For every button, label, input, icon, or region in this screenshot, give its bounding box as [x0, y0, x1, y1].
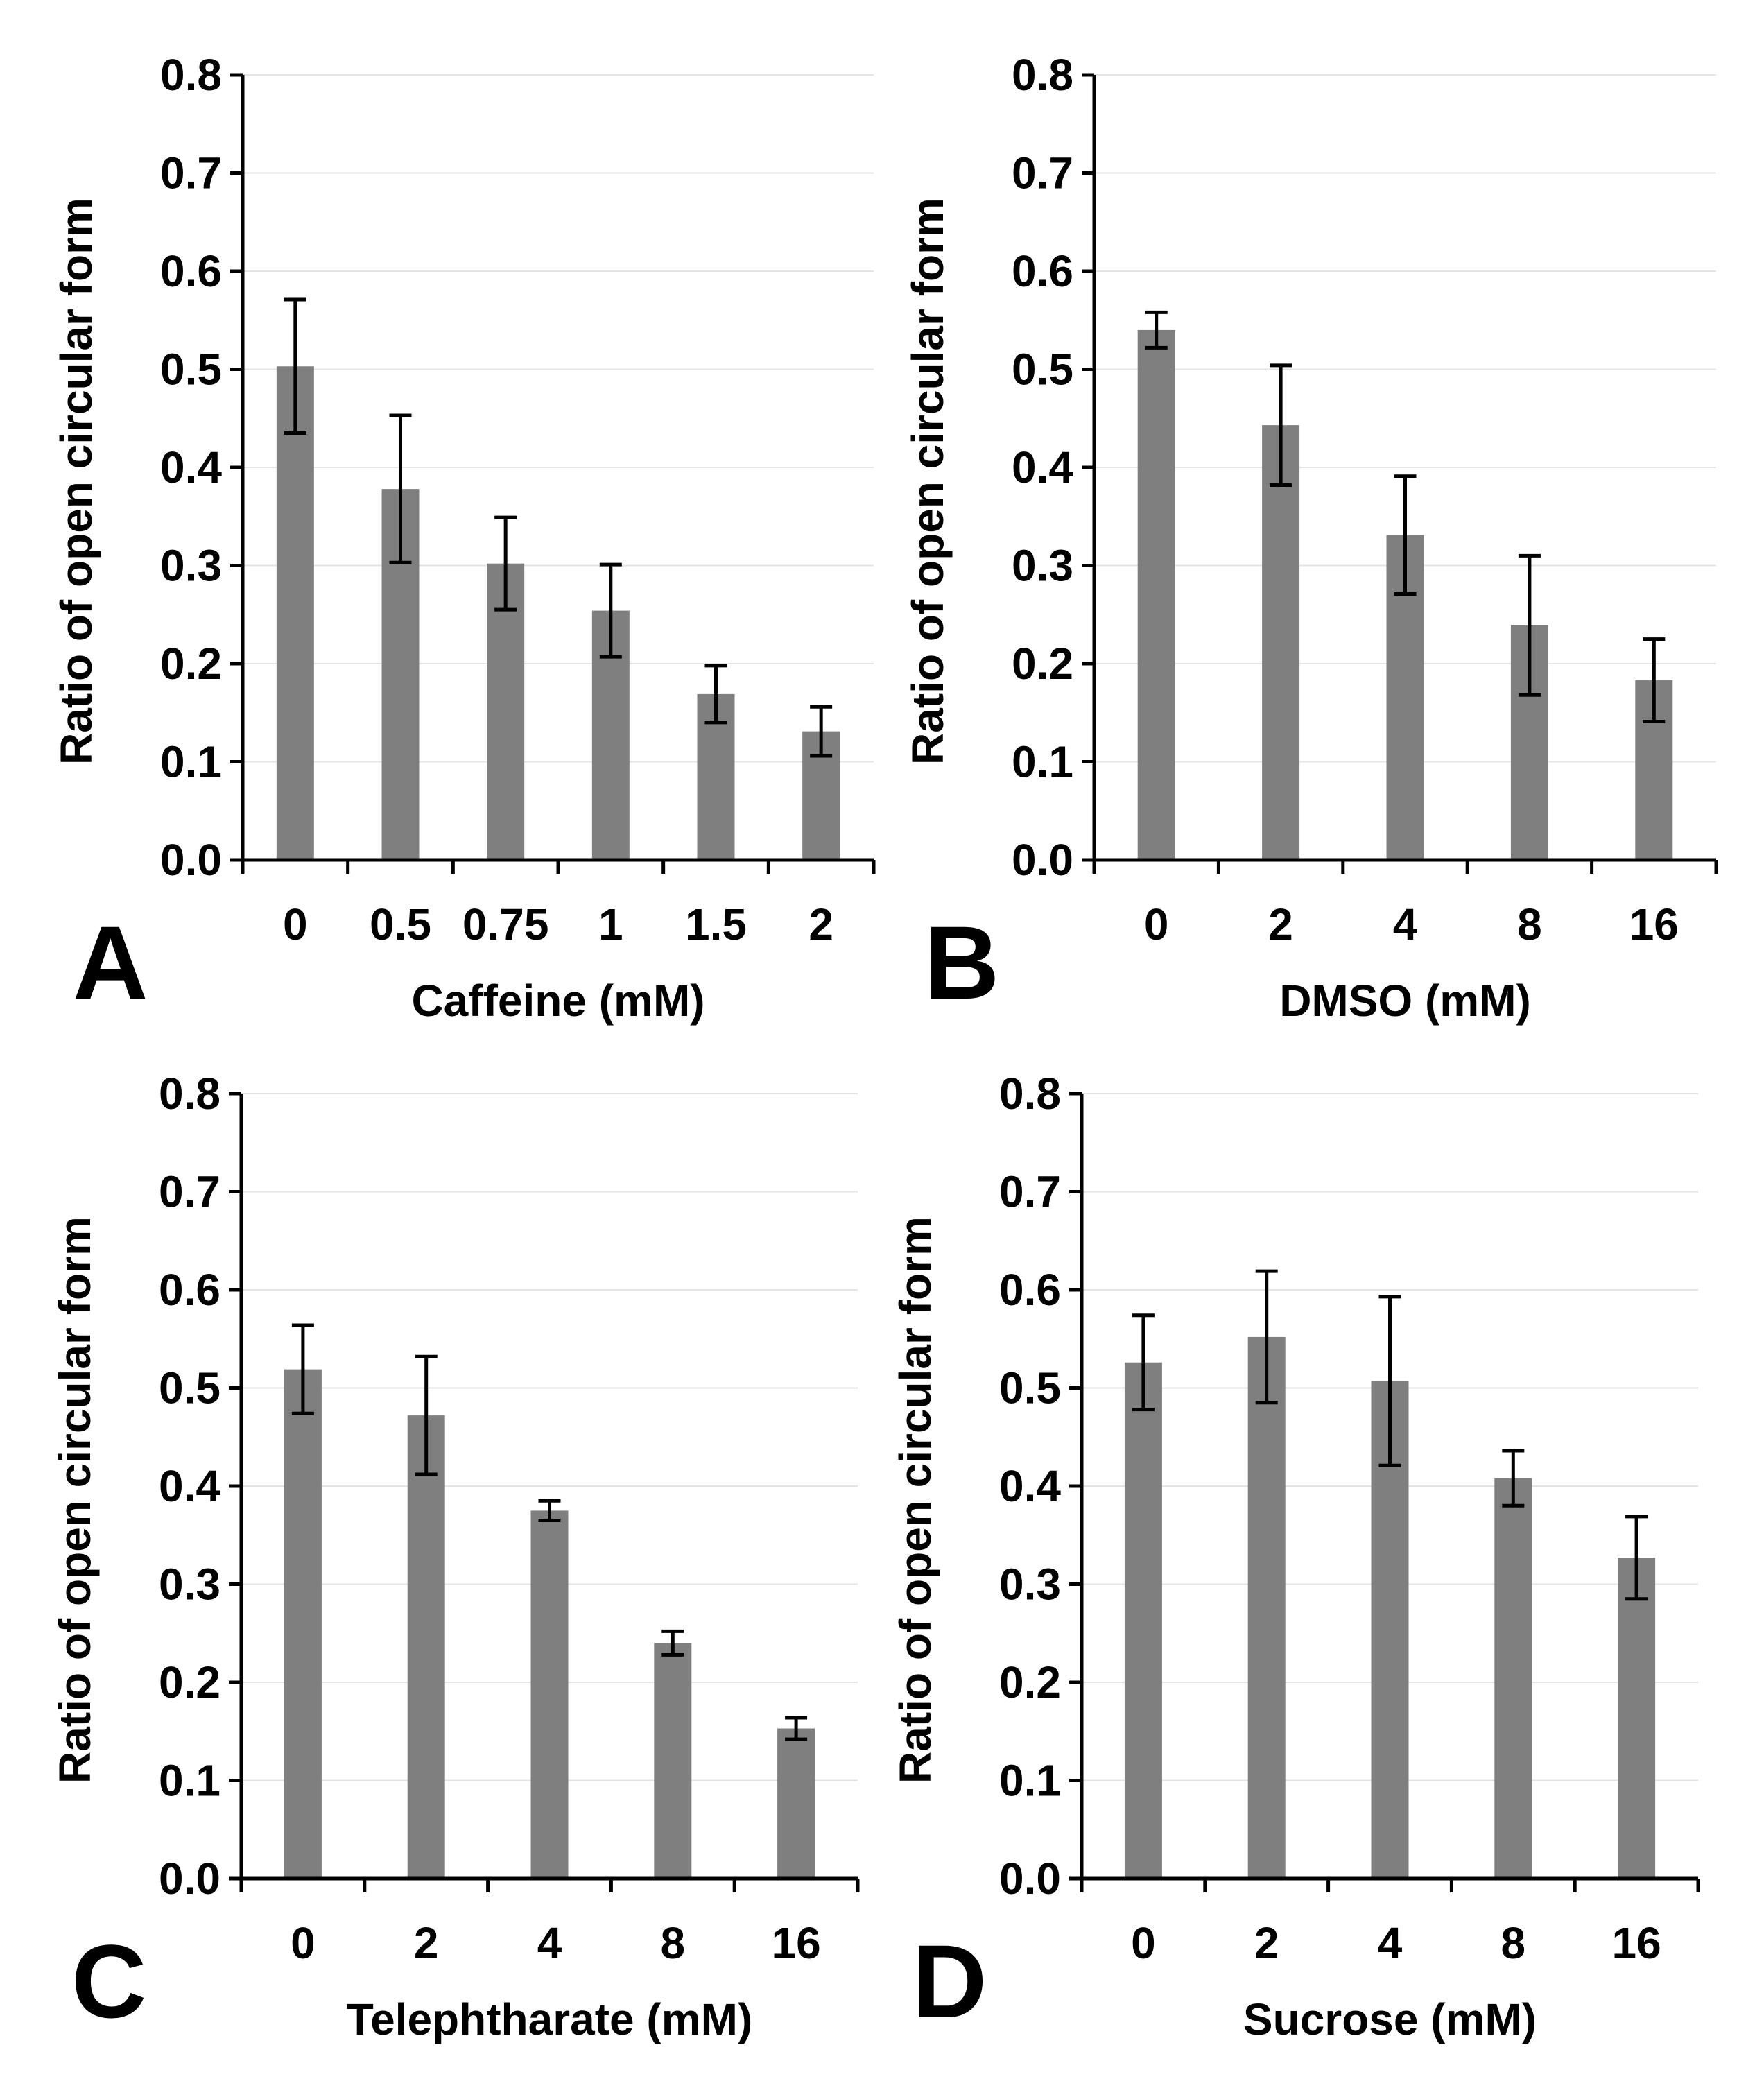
bar	[530, 1510, 569, 1879]
bar	[1137, 329, 1175, 860]
y-tick-label: 0.6	[1012, 246, 1073, 296]
y-tick-label: 0.6	[159, 1265, 220, 1315]
x-tick-label: 2	[1254, 1918, 1279, 1968]
bar	[1124, 1362, 1162, 1879]
y-tick-label: 0.3	[159, 1560, 220, 1610]
x-tick-label: 0	[291, 1918, 315, 1968]
y-tick-label: 0.7	[159, 1167, 220, 1217]
y-tick-label: 0.5	[159, 1363, 220, 1413]
y-tick-label: 0.5	[160, 345, 222, 395]
y-tick-label: 0.8	[159, 1069, 220, 1119]
bar	[276, 366, 314, 860]
panel-label: B	[924, 904, 999, 1021]
x-tick-label: 0	[283, 899, 308, 949]
bar	[1247, 1336, 1286, 1879]
y-tick-label: 0.1	[1012, 737, 1073, 787]
y-tick-label: 0.7	[1012, 148, 1073, 198]
y-tick-label: 0.4	[160, 442, 222, 492]
bar	[407, 1415, 445, 1879]
bar	[487, 563, 525, 860]
bar	[1618, 1558, 1656, 1879]
y-tick-label: 0.2	[999, 1657, 1061, 1707]
x-axis-title: Telephtharate (mM)	[347, 1994, 753, 2044]
y-tick-label: 0.1	[999, 1756, 1061, 1806]
y-tick-label: 0.2	[1012, 639, 1073, 689]
x-tick-label: 16	[772, 1918, 821, 1968]
x-tick-label: 4	[1393, 899, 1418, 949]
y-tick-label: 0.0	[159, 1854, 220, 1904]
chart-panel-c: 0.0 0.1 0.2 0.3 0.4 0.5 0.6 0.7 0.8 0 2 4 8 16 Telepht…	[50, 1069, 860, 2044]
x-tick-label: 16	[1612, 1918, 1661, 1968]
y-tick-label: 0.7	[999, 1167, 1061, 1217]
y-axis-title: Ratio of open circular form	[890, 1216, 940, 1784]
x-tick-label: 0.75	[462, 899, 549, 949]
panel-label: D	[912, 1923, 987, 2039]
y-tick-label: 0.6	[160, 246, 222, 296]
panel-label: C	[71, 1923, 146, 2039]
y-axis-title: Ratio of open circular form	[51, 198, 101, 765]
y-tick-label: 0.3	[999, 1560, 1061, 1610]
y-tick-label: 0.8	[999, 1069, 1061, 1119]
x-tick-label: 8	[661, 1918, 686, 1968]
y-tick-label: 0.2	[159, 1657, 220, 1707]
chart-panel-b: 0.0 0.1 0.2 0.3 0.4 0.5 0.6 0.7 0.8 0 2 4 8 16 DMSO (m…	[903, 50, 1718, 1026]
y-axis-title: Ratio of open circular form	[50, 1216, 100, 1784]
y-axis-title: Ratio of open circular form	[903, 198, 953, 765]
x-tick-label: 2	[1268, 899, 1293, 949]
x-tick-label: 8	[1501, 1918, 1526, 1968]
y-tick-label: 0.6	[999, 1265, 1061, 1315]
y-tick-label: 0.0	[999, 1854, 1061, 1904]
x-axis-title: Caffeine (mM)	[411, 976, 704, 1026]
bar	[284, 1369, 322, 1879]
y-tick-label: 0.0	[1012, 835, 1073, 885]
x-tick-label: 0	[1131, 1918, 1156, 1968]
x-tick-label: 2	[808, 899, 833, 949]
x-tick-label: 2	[414, 1918, 439, 1968]
y-tick-label: 0.4	[999, 1461, 1061, 1511]
y-tick-label: 0.7	[160, 148, 222, 198]
x-tick-label: 1	[598, 899, 623, 949]
y-tick-label: 0.2	[160, 639, 222, 689]
bar	[654, 1643, 692, 1879]
x-tick-label: 1.5	[685, 899, 747, 949]
y-tick-label: 0.0	[160, 835, 222, 885]
y-tick-label: 0.8	[160, 50, 222, 100]
x-tick-label: 16	[1629, 899, 1679, 949]
y-tick-label: 0.4	[159, 1461, 220, 1511]
bar	[777, 1728, 815, 1879]
y-tick-label: 0.1	[160, 737, 222, 787]
y-tick-label: 0.3	[1012, 541, 1073, 591]
x-tick-label: 8	[1517, 899, 1542, 949]
y-tick-label: 0.5	[999, 1363, 1061, 1413]
chart-panel-a: 0.0 0.1 0.2 0.3 0.4 0.5 0.6 0.7 0.8 0 0.5 0.75 1 1.5 2…	[51, 50, 876, 1026]
y-tick-label: 0.3	[160, 541, 222, 591]
x-axis-title: Sucrose (mM)	[1243, 1994, 1537, 2044]
y-tick-label: 0.4	[1012, 442, 1073, 492]
chart-panel-d: 0.0 0.1 0.2 0.3 0.4 0.5 0.6 0.7 0.8 0 2 4 8 16 Sucrose…	[890, 1069, 1700, 2044]
x-axis-title: DMSO (mM)	[1279, 976, 1531, 1026]
x-tick-label: 0.5	[370, 899, 431, 949]
y-tick-label: 0.8	[1012, 50, 1073, 100]
y-tick-label: 0.5	[1012, 345, 1073, 395]
y-tick-label: 0.1	[159, 1756, 220, 1806]
x-tick-label: 4	[537, 1918, 562, 1968]
panel-label: A	[73, 904, 148, 1021]
bar	[1494, 1478, 1532, 1879]
bar	[1262, 425, 1300, 860]
x-tick-label: 0	[1144, 899, 1169, 949]
x-tick-label: 4	[1378, 1918, 1403, 1968]
